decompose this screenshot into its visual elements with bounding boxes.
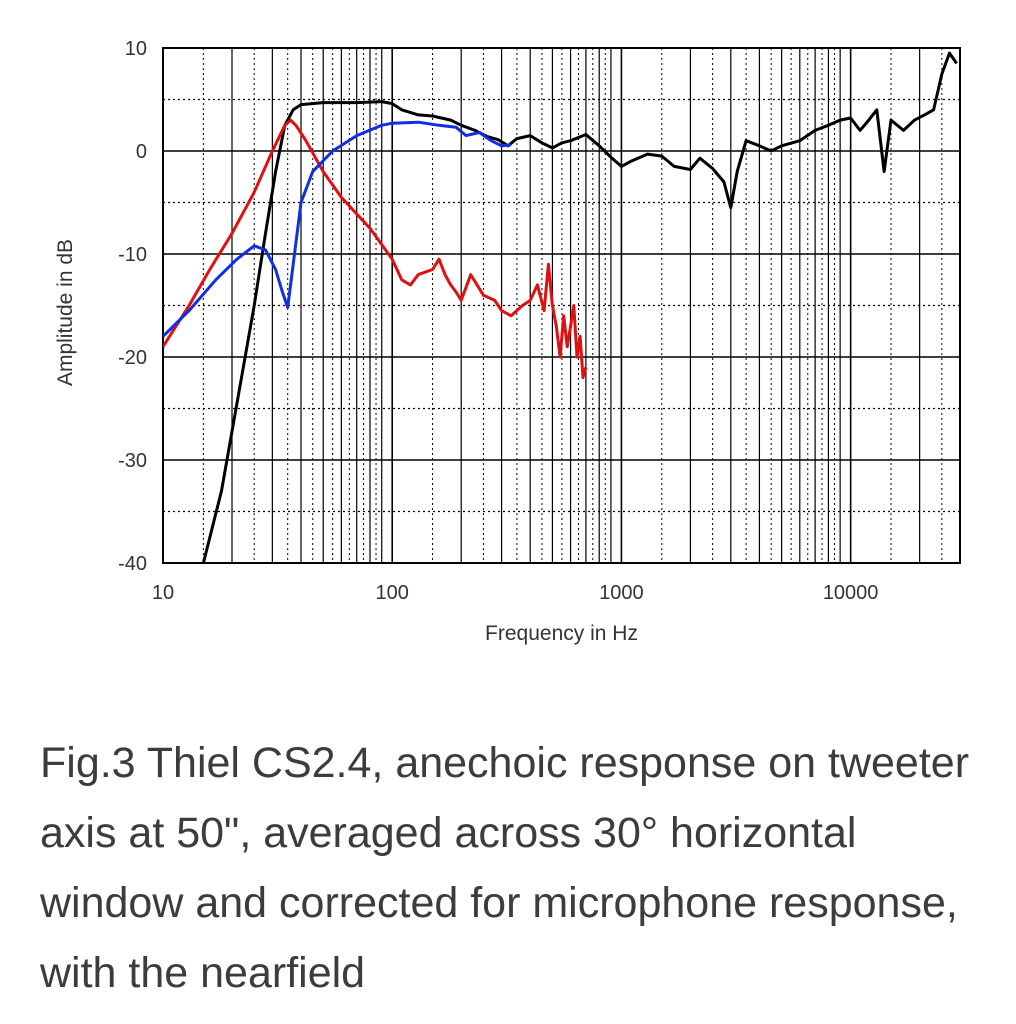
- y-axis-title: Amplitude in dB: [54, 239, 77, 386]
- y-tick-label: -20: [118, 347, 147, 369]
- x-tick-label: 1000: [599, 582, 644, 604]
- figure-caption: Fig.3 Thiel CS2.4, anechoic response on …: [40, 739, 970, 997]
- y-tick-label: 10: [125, 38, 147, 60]
- frequency-response-chart: 10 0 -10 -20 -30 -40 10 100 1000 10000 Frequency i…: [54, 38, 961, 645]
- series-line-black: [201, 51, 958, 563]
- y-tick-label: -30: [118, 450, 147, 472]
- y-tick-label: -10: [118, 244, 147, 266]
- x-tick-label: 10000: [823, 582, 879, 604]
- x-tick-label: 100: [376, 582, 409, 604]
- series-line-blue: [163, 120, 512, 338]
- plot-frame: [162, 47, 961, 564]
- y-tick-label: -40: [118, 553, 147, 575]
- y-tick-label: 0: [136, 141, 147, 163]
- series-line-red: [163, 118, 588, 380]
- x-tick-label: 10: [152, 582, 174, 604]
- x-axis-title: Frequency in Hz: [485, 622, 638, 645]
